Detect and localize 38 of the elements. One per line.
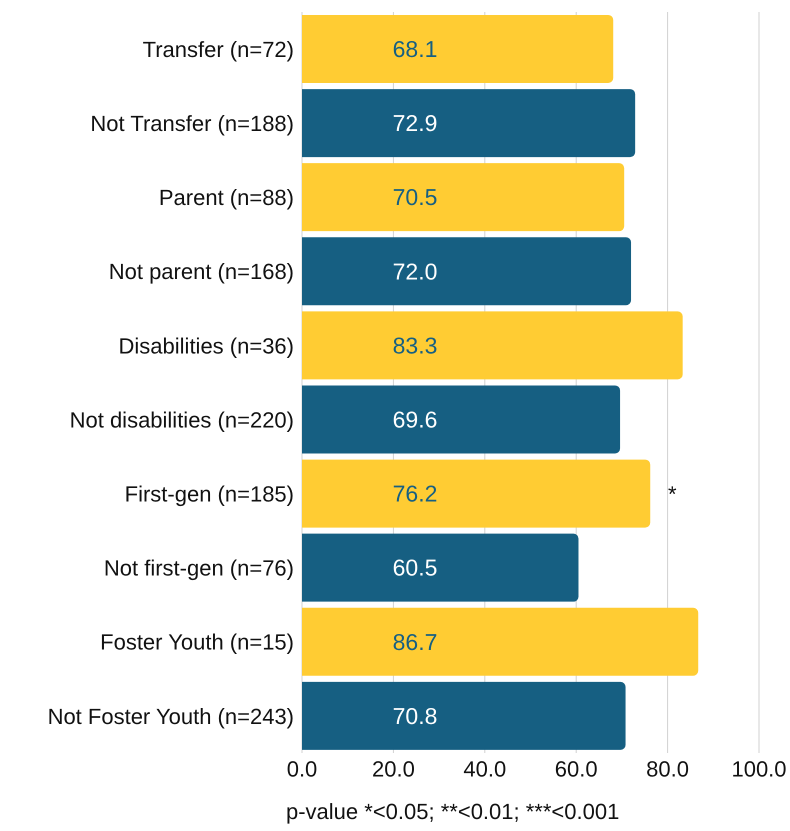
data-label: 68.1	[392, 36, 438, 62]
data-label: 72.9	[392, 110, 438, 136]
x-tick-label: 80.0	[646, 756, 690, 782]
data-label: 69.6	[392, 406, 438, 432]
x-tick-label: 0.0	[286, 756, 318, 782]
bar	[302, 163, 624, 232]
x-tick-label: 40.0	[463, 756, 506, 782]
data-label: 76.2	[392, 480, 438, 507]
bar	[302, 385, 620, 454]
annotation: *	[668, 482, 677, 507]
bar	[302, 89, 636, 158]
y-tick-label: Not first-gen (n=76)	[104, 556, 294, 581]
x-tick-label: 60.0	[554, 756, 598, 782]
y-tick-label: Disabilities (n=36)	[118, 333, 294, 358]
y-tick-label: First-gen (n=185)	[124, 481, 294, 506]
bar	[302, 608, 698, 676]
bar	[302, 237, 632, 306]
bar	[302, 311, 683, 380]
data-label: 86.7	[392, 628, 438, 655]
y-tick-label: Not Foster Youth (n=243)	[48, 704, 294, 729]
data-label: 60.5	[392, 554, 438, 581]
x-tick-label: 100.0	[731, 756, 787, 782]
data-label: 83.3	[392, 332, 438, 358]
y-tick-label: Not Transfer (n=188)	[90, 110, 294, 136]
y-tick-label: Transfer (n=72)	[142, 36, 294, 62]
bar	[302, 534, 578, 602]
data-label: 70.5	[392, 184, 438, 210]
x-tick-label: 20.0	[372, 756, 415, 782]
data-label: 72.0	[392, 258, 438, 284]
y-tick-label: Not parent (n=168)	[108, 259, 294, 284]
text: p-value *<0.05; **<0.01; ***<0.001	[285, 799, 620, 825]
data-label: 70.8	[392, 702, 438, 729]
y-tick-label: Parent (n=88)	[158, 185, 294, 210]
bar	[302, 14, 614, 83]
bar	[302, 682, 626, 750]
bar	[302, 460, 650, 528]
y-tick-label: Foster Youth (n=15)	[100, 630, 294, 655]
y-tick-label: Not disabilities (n=220)	[70, 407, 294, 432]
